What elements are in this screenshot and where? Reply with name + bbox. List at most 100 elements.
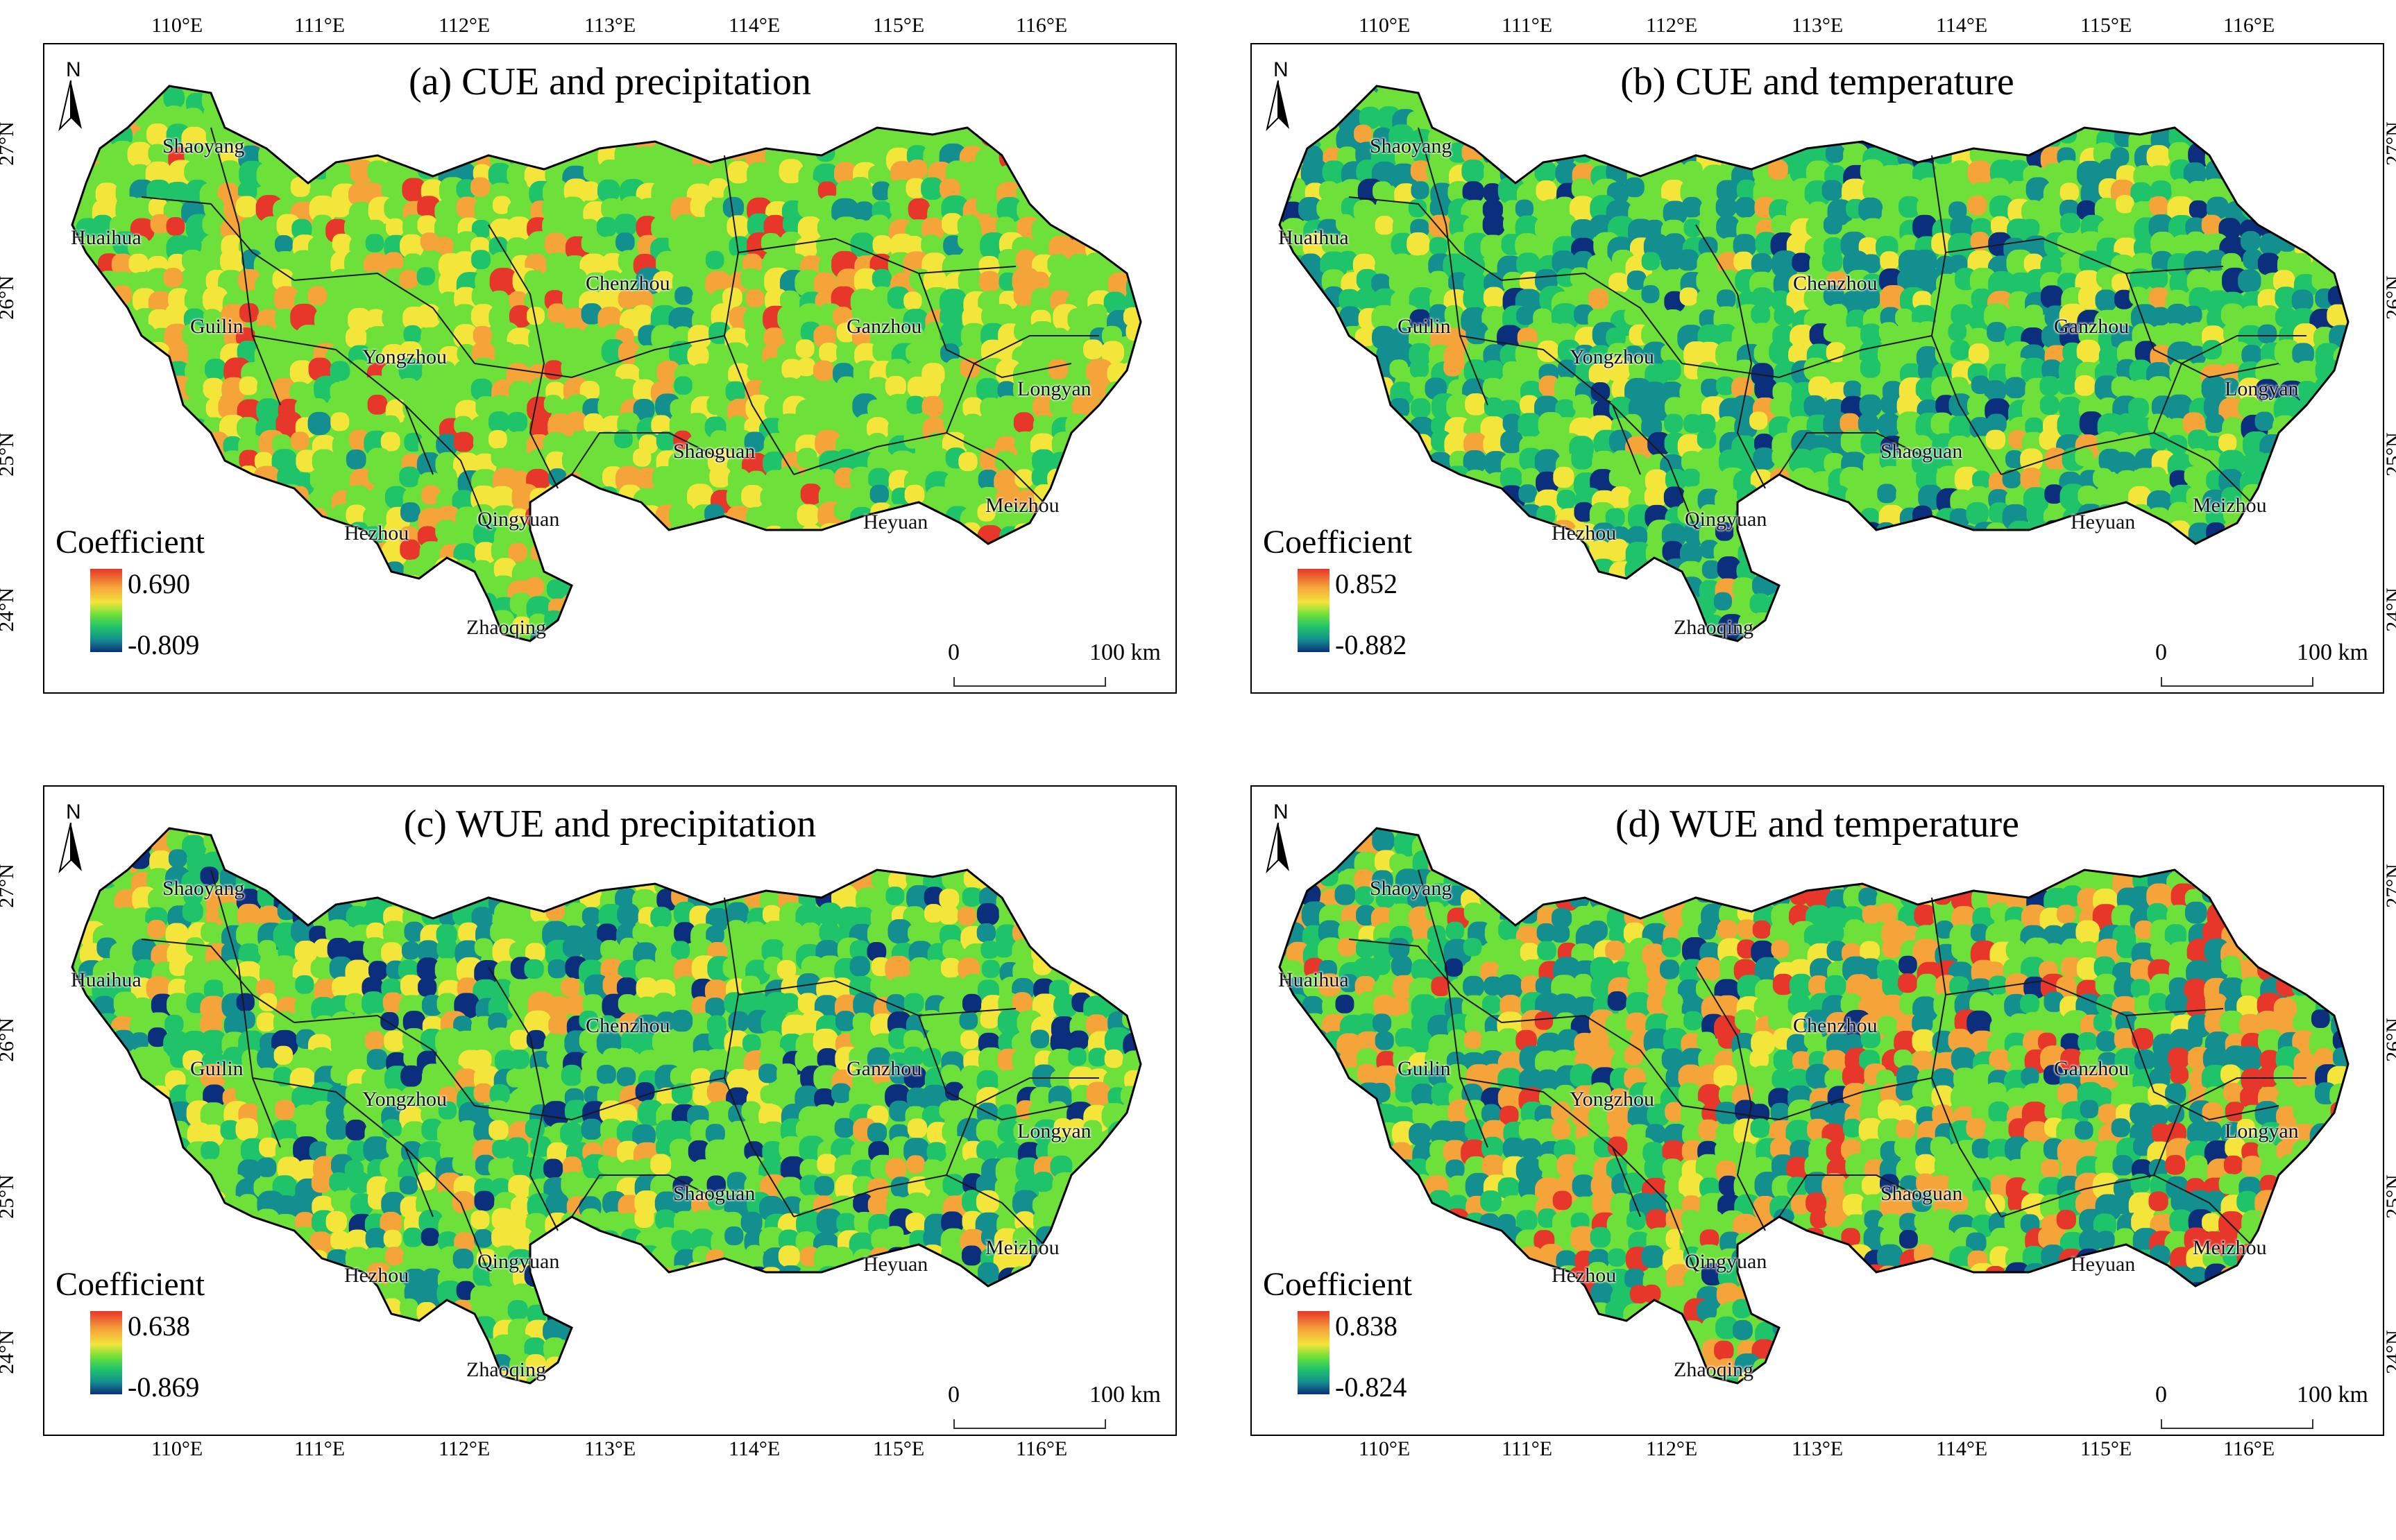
city-boundary: [1695, 224, 1766, 489]
lon-tick-label: 110°E: [151, 1437, 203, 1460]
city-boundary: [294, 1014, 475, 1106]
lon-tick-label: 110°E: [1359, 1437, 1411, 1460]
scale-end: 100 km: [1089, 1382, 1161, 1408]
scale-line: [953, 1419, 1106, 1429]
city-label: Longyan: [1017, 377, 1091, 400]
scale-end: 100 km: [2297, 1382, 2368, 1408]
lon-tick-label: 115°E: [873, 14, 925, 37]
city-label: Chenzhou: [1793, 272, 1878, 295]
city-label: Yongzhou: [1570, 345, 1654, 368]
map-frame: (d) WUE and temperature N Shaoyang Huaihua G…: [1250, 785, 2384, 1436]
study-area-outline: [1278, 827, 2350, 1385]
city-label: Yongzhou: [362, 345, 447, 368]
map-panel-a: 110°E 111°E 112°E 113°E 114°E 115°E 116°E 27°N 2…: [0, 0, 1184, 717]
lon-tick-label: 114°E: [729, 14, 781, 37]
study-area-outline: [71, 827, 1142, 1385]
legend-min: -0.824: [1335, 1371, 1407, 1403]
panel-title: (c) WUE and precipitation: [403, 803, 817, 846]
city-label: Heyuan: [2071, 1253, 2136, 1276]
city-boundary: [210, 869, 281, 1148]
map-frame: (c) WUE and precipitation N Shaoyang Huaihu…: [43, 785, 1177, 1436]
lon-tick-label: 115°E: [2080, 1437, 2132, 1460]
city-boundary: [1459, 1077, 1641, 1217]
lon-tick-label: 111°E: [1502, 1437, 1553, 1460]
legend-max: 0.852: [1335, 568, 1397, 599]
city-label: Shaoguan: [673, 440, 756, 463]
city-label: Guilin: [190, 1057, 244, 1080]
lon-tick-label: 113°E: [584, 14, 636, 37]
city-label: Hezhou: [1552, 1264, 1617, 1287]
city-label: Zhaoqing: [466, 1358, 546, 1381]
panel-title: (a) CUE and precipitation: [408, 60, 811, 103]
scale-start: 0: [948, 1382, 960, 1408]
raster-map: [71, 85, 1142, 642]
city-boundary: [1418, 869, 1488, 1148]
city-label: Ganzhou: [847, 315, 922, 338]
city-boundary: [252, 1077, 434, 1217]
legend-min: -0.809: [128, 629, 200, 660]
city-boundary: [405, 404, 489, 531]
city-label: Ganzhou: [2054, 1057, 2130, 1080]
color-ramp: [1298, 1311, 1329, 1394]
lon-tick-label: 115°E: [873, 1437, 925, 1460]
city-label: Shaoyang: [1370, 135, 1452, 157]
north-label: N: [1273, 58, 1289, 81]
lat-tick-label: 26°N: [0, 275, 18, 320]
city-label: Huaihua: [1278, 226, 1349, 249]
city-boundary: [1695, 966, 1766, 1231]
raster-map: [71, 827, 1142, 1385]
city-boundary: [738, 979, 1017, 1017]
city-label: Shaoyang: [1370, 877, 1452, 900]
lon-tick-label: 111°E: [1502, 14, 1553, 37]
city-label: Yongzhou: [1570, 1088, 1654, 1111]
city-label: Huaihua: [71, 226, 142, 249]
city-boundary: [1612, 1147, 1697, 1273]
city-label: Guilin: [1397, 1057, 1451, 1080]
color-ramp: [1298, 569, 1329, 652]
city-boundary: [571, 1174, 725, 1217]
legend-title: Coefficient: [56, 1266, 205, 1303]
city-label: Chenzhou: [586, 272, 670, 295]
city-label: Meizhou: [2193, 494, 2267, 517]
city-label: Heyuan: [863, 1253, 928, 1276]
city-label: Chenzhou: [586, 1014, 670, 1037]
city-boundary: [1501, 272, 1683, 364]
city-boundary: [738, 237, 1017, 275]
city-label: Shaoguan: [1880, 1182, 1963, 1205]
map-frame: (a) CUE and precipitation N Shaoyang Huaihu…: [43, 43, 1177, 694]
raster-map: [1278, 827, 2350, 1385]
lon-tick-label: 114°E: [1936, 1437, 1988, 1460]
city-boundary: [1930, 155, 2002, 475]
lon-tick-label: 116°E: [2223, 14, 2275, 37]
city-label: Heyuan: [2071, 511, 2136, 533]
city-label: Longyan: [2225, 1120, 2299, 1143]
city-boundary: [1681, 1077, 1932, 1121]
city-label: Zhaoqing: [1674, 1358, 1753, 1381]
study-area-outline: [71, 85, 1142, 642]
lat-tick-label: 24°N: [0, 588, 18, 632]
city-boundary: [141, 196, 295, 281]
scale-end: 100 km: [1089, 640, 1161, 665]
city-label: Heyuan: [863, 511, 928, 533]
scale-line: [2161, 1419, 2313, 1429]
color-ramp: [90, 569, 122, 652]
lon-tick-label: 112°E: [1646, 14, 1698, 37]
city-boundary: [405, 1147, 489, 1273]
city-label: Shaoguan: [1880, 440, 1963, 463]
city-boundary: [1778, 1174, 1932, 1217]
scale-start: 0: [2155, 1382, 2167, 1408]
panel-title: (d) WUE and temperature: [1615, 803, 2020, 846]
city-label: Zhaoqing: [1674, 616, 1753, 639]
city-boundary: [723, 155, 795, 475]
legend-min: -0.869: [128, 1371, 200, 1403]
legend-title: Coefficient: [1263, 524, 1413, 561]
scale-start: 0: [2155, 640, 2167, 665]
city-boundary: [1348, 939, 1502, 1023]
city-label: Qingyuan: [1685, 1250, 1767, 1273]
city-label: Guilin: [190, 315, 244, 338]
city-boundary: [1778, 432, 1932, 475]
city-boundary: [294, 272, 475, 364]
lon-tick-label: 115°E: [2080, 14, 2132, 37]
city-label: Hezhou: [1552, 522, 1617, 545]
lon-tick-label: 110°E: [1359, 14, 1411, 37]
